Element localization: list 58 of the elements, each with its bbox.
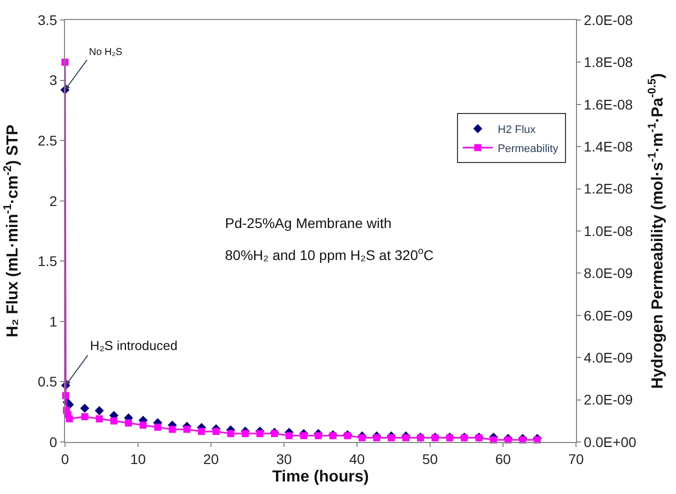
y2-tick-label: 2.0E-09 bbox=[584, 392, 634, 408]
point bbox=[314, 432, 322, 440]
y-tick-label: 0.5 bbox=[38, 374, 58, 390]
annotation: No H₂S bbox=[89, 47, 123, 58]
point bbox=[125, 420, 132, 427]
legend-label: H2 Flux bbox=[498, 124, 536, 136]
point bbox=[140, 422, 147, 429]
point bbox=[286, 432, 293, 440]
point bbox=[227, 430, 234, 438]
point bbox=[271, 430, 278, 438]
x-tick-label: 40 bbox=[349, 450, 365, 467]
x-tick-label: 10 bbox=[130, 450, 146, 467]
point bbox=[373, 434, 380, 442]
x-tick-label: 50 bbox=[422, 450, 438, 467]
y-tick-label: 2.5 bbox=[38, 132, 58, 148]
point bbox=[198, 428, 206, 435]
point bbox=[256, 430, 264, 438]
y2-tick-label: 1.8E-08 bbox=[584, 54, 634, 70]
y-tick-label: 2 bbox=[49, 192, 58, 209]
point bbox=[96, 415, 103, 422]
y2-tick-label: 1.2E-08 bbox=[584, 180, 634, 197]
y2-tick-label: 0.0E+00 bbox=[584, 434, 637, 450]
legend-label: Permeability bbox=[498, 142, 559, 155]
y-tick-label: 3 bbox=[49, 72, 58, 88]
annotation: 80%H₂ and 10 ppm H₂S at 320$^{o}$C bbox=[225, 246, 434, 263]
point bbox=[183, 426, 190, 433]
x-tick-label: 20 bbox=[203, 450, 219, 467]
y2-tick-label: 4.0E-09 bbox=[584, 350, 634, 366]
x-axis-title: Time (hours) bbox=[272, 468, 369, 486]
point bbox=[300, 432, 308, 440]
point bbox=[358, 434, 366, 442]
y-tick-label: 1 bbox=[49, 313, 58, 330]
point bbox=[402, 434, 410, 442]
point bbox=[154, 424, 162, 431]
y2-tick-label: 1.0E-08 bbox=[584, 222, 634, 239]
point bbox=[81, 413, 88, 420]
y2-tick-label: 6.0E-09 bbox=[584, 307, 634, 324]
y2-tick-label: 1.4E-08 bbox=[584, 138, 634, 154]
x-tick-label: 0 bbox=[61, 450, 70, 467]
point bbox=[212, 428, 220, 435]
point bbox=[94, 406, 104, 416]
annotation: Pd-25%Ag Membrane with bbox=[225, 215, 392, 231]
point bbox=[388, 434, 395, 442]
y-tick-label: 3.5 bbox=[38, 12, 58, 28]
y2-tick-label: 2.0E-08 bbox=[584, 12, 634, 28]
point bbox=[110, 417, 118, 424]
point bbox=[168, 426, 176, 433]
point bbox=[242, 430, 249, 438]
y2-tick-label: 8.0E-09 bbox=[584, 265, 634, 282]
x-tick-label: 70 bbox=[568, 450, 584, 467]
point bbox=[66, 415, 73, 422]
y-tick-label: 0 bbox=[49, 434, 58, 450]
y2-tick-label: 1.6E-08 bbox=[584, 96, 634, 112]
point bbox=[80, 404, 90, 413]
x-tick-label: 30 bbox=[276, 450, 292, 467]
y-tick-label: 1.5 bbox=[38, 253, 58, 270]
annotation: H₂S introduced bbox=[90, 338, 178, 353]
x-tick-label: 60 bbox=[495, 450, 511, 467]
